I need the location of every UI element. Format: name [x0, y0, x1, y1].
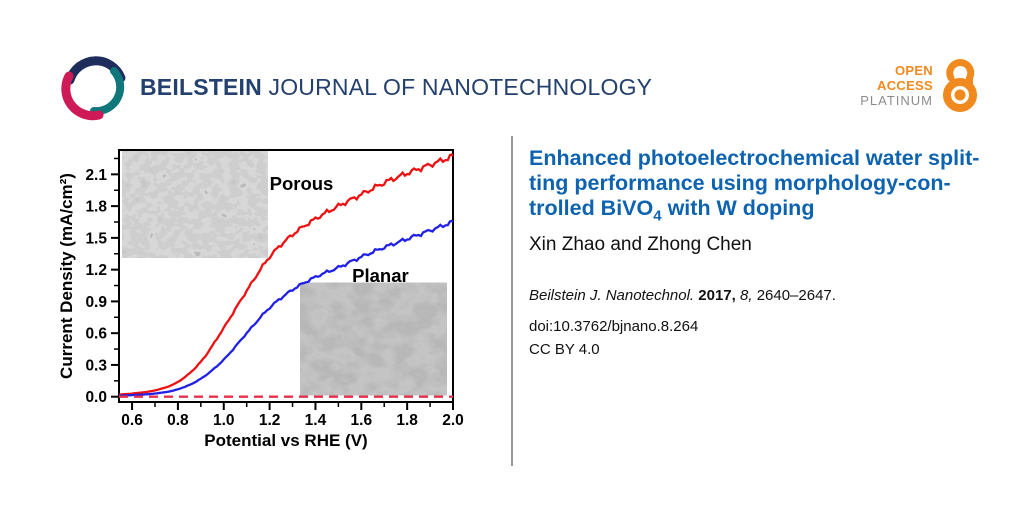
planar-sem-inset [307, 288, 440, 390]
y-tick-label: 1.2 [85, 262, 107, 279]
x-tick-label: 0.8 [167, 412, 189, 429]
doi-text: doi:10.3762/bjnano.8.264 [529, 318, 699, 336]
article-authors: Xin Zhao and Zhong Chen [529, 234, 752, 256]
jv-curve-chart: 0.6 0.8 1.0 1.2 1.4 1.6 1.8 2.0 0.0 0.3 0.6 0.9 1.2 1… [57, 149, 464, 450]
vertical-divider [511, 136, 513, 466]
porous-sem-inset [129, 156, 261, 253]
open-access-line2: ACCESS [877, 77, 933, 93]
citation-pages: 2640–2647. [756, 287, 836, 305]
y-tick-label: 0.9 [85, 294, 107, 311]
article-info: Enhanced photoelectrochemical water spli… [529, 146, 997, 358]
x-tick-label: 1.8 [396, 412, 418, 429]
y-tick-label: 0.0 [85, 389, 107, 406]
citation: Beilstein J. Nanotechnol. 2017, 8, 2640–… [529, 287, 997, 304]
open-access-line3: PLATINUM [860, 92, 933, 108]
series-planar [118, 219, 454, 397]
x-tick-label: 1.4 [305, 412, 327, 429]
journal-name-rest: JOURNAL OF NANOTECHNOLOGY [268, 74, 653, 100]
y-tick-label: 2.1 [85, 167, 107, 184]
article-title: Enhanced photoelectrochemical water spli… [529, 146, 997, 228]
x-tick-label: 1.2 [259, 412, 281, 429]
y-axis-label: Current Density (mA/cm²) [57, 173, 76, 379]
x-tick-label: 1.0 [213, 412, 235, 429]
citation-journal: Beilstein J. Nanotechnol. [529, 287, 695, 305]
beilstein-logo-icon [61, 56, 126, 121]
open-access-line1: OPEN [894, 62, 933, 78]
logo-arc-teal [90, 67, 125, 116]
title-line-3-pre: trolled BiVO [529, 196, 654, 220]
title-line-3-post: with W doping [661, 196, 815, 220]
journal-name: BEILSTEIN JOURNAL OF NANOTECHNOLOGY [140, 74, 652, 101]
citation-volume: 8, [740, 287, 753, 305]
y-tick-label: 0.3 [85, 357, 107, 374]
open-access-lock-icon [943, 59, 977, 112]
open-access-badge: OPEN ACCESS PLATINUM [860, 57, 986, 113]
x-tick-label: 0.6 [121, 412, 143, 429]
open-access-text: OPEN ACCESS PLATINUM [860, 63, 933, 108]
license-text: CC BY 4.0 [529, 341, 600, 359]
logo-arc-crimson [61, 71, 104, 121]
series-label-porous: Porous [270, 173, 334, 194]
title-subscript: 4 [653, 207, 662, 225]
citation-year: 2017, [698, 287, 736, 305]
journal-name-bold: BEILSTEIN [140, 74, 262, 100]
title-line-2: ting performance using morphology-con- [529, 171, 951, 195]
x-tick-label: 2.0 [442, 412, 464, 429]
x-axis-label: Potential vs RHE (V) [204, 431, 367, 450]
jv-curve-figure: 0.6 0.8 1.0 1.2 1.4 1.6 1.8 2.0 0.0 0.3 0.6 0.9 1.2 1… [40, 128, 500, 468]
y-tick-label: 1.5 [85, 230, 107, 247]
plot-frame [118, 149, 454, 403]
series-label-planar: Planar [352, 265, 409, 286]
y-tick-label: 1.8 [85, 199, 107, 216]
title-line-1: Enhanced photoelectrochemical water spli… [529, 146, 980, 170]
y-tick-label: 0.6 [85, 326, 107, 343]
series-porous [119, 153, 454, 396]
x-tick-label: 1.6 [351, 412, 373, 429]
